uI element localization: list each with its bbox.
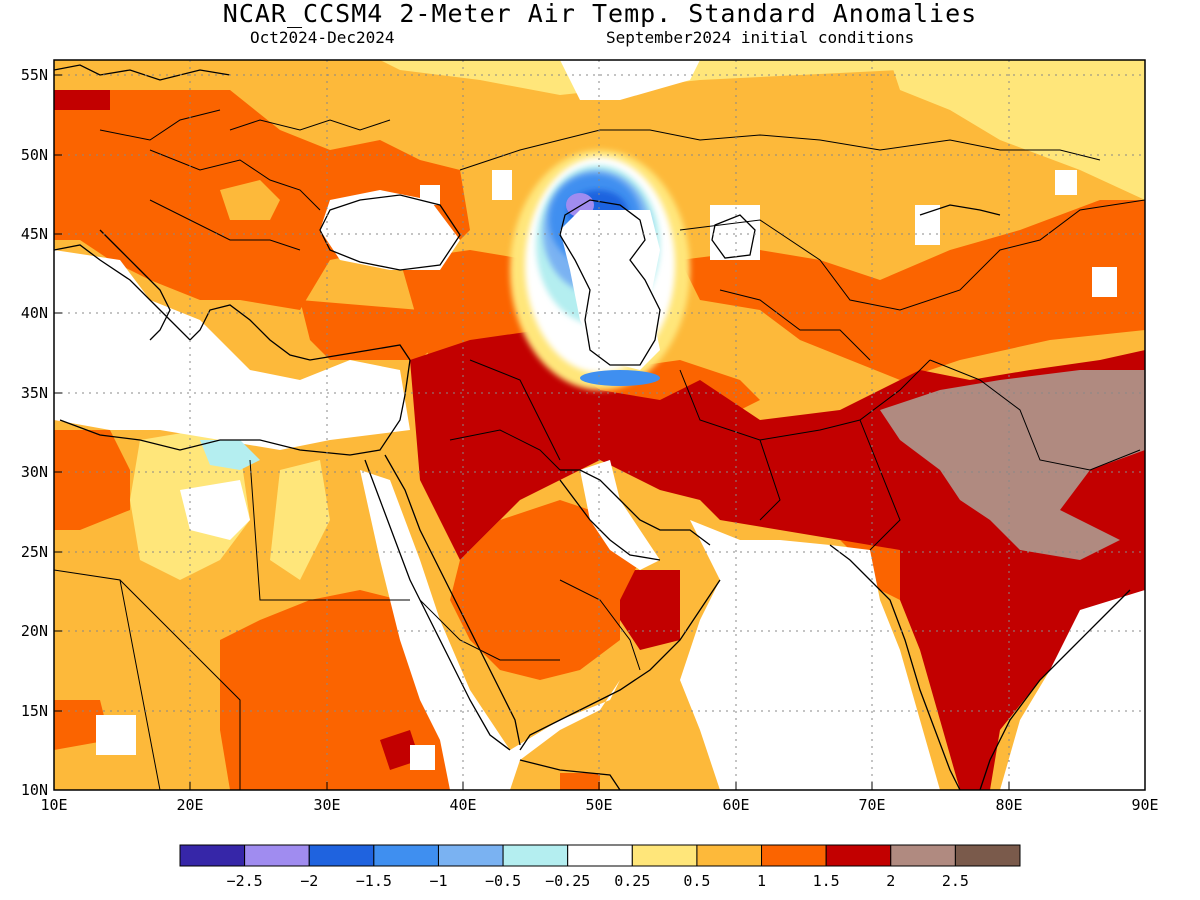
lat-label-15n: 15N: [21, 702, 48, 720]
forecast-period: Oct2024-Dec2024: [250, 28, 395, 47]
longitude-labels: 10E 20E 30E 40E 50E 60E 70E 80E 90E: [40, 796, 1158, 814]
colorbar-label: −1: [429, 872, 447, 890]
colorbar: [179, 844, 1021, 867]
colorbar-swatch: [244, 844, 310, 867]
anomaly-field: [54, 60, 1145, 790]
colorbar-swatch: [308, 844, 375, 867]
colorbar-swatch: [761, 844, 827, 867]
colorbar-swatch: [890, 844, 956, 867]
lon-label-30e: 30E: [313, 796, 340, 814]
colorbar-label: −1.5: [356, 872, 392, 890]
lon-label-60e: 60E: [722, 796, 749, 814]
lat-label-20n: 20N: [21, 622, 48, 640]
colorbar-swatch: [631, 844, 698, 867]
colorbar-label: 2: [886, 872, 895, 890]
colorbar-labels: −2.5 −2 −1.5 −1 −0.5 −0.25 0.25 0.5 1 1.5 2 2.5: [227, 872, 969, 890]
lon-label-50e: 50E: [585, 796, 612, 814]
grid-lines: [54, 60, 1145, 790]
colorbar-label: 1.5: [813, 872, 840, 890]
lon-label-40e: 40E: [449, 796, 476, 814]
colorbar-label: −0.5: [485, 872, 521, 890]
coastlines: [54, 64, 1131, 790]
lat-label-30n: 30N: [21, 463, 48, 481]
initial-conditions: September2024 initial conditions: [606, 28, 915, 47]
colorbar-swatch: [696, 844, 763, 867]
lat-label-50n: 50N: [21, 146, 48, 164]
colorbar-swatch: [825, 844, 892, 867]
colorbar-label: −2: [300, 872, 318, 890]
colorbar-swatch: [954, 844, 1021, 867]
lat-label-10n: 10N: [21, 781, 48, 799]
lat-label-35n: 35N: [21, 384, 48, 402]
axis-ticks: [54, 74, 1010, 790]
lat-label-45n: 45N: [21, 225, 48, 243]
colorbar-swatch: [437, 844, 504, 867]
colorbar-label: −2.5: [227, 872, 263, 890]
colorbar-label: 2.5: [942, 872, 969, 890]
lon-label-80e: 80E: [995, 796, 1022, 814]
colorbar-swatch: [567, 844, 633, 867]
lon-label-70e: 70E: [858, 796, 885, 814]
colorbar-label: 0.5: [683, 872, 710, 890]
lat-label-25n: 25N: [21, 543, 48, 561]
latitude-labels: 55N 50N 45N 40N 35N 30N 25N 20N 15N 10N: [21, 66, 48, 799]
lat-label-55n: 55N: [21, 66, 48, 84]
lat-label-40n: 40N: [21, 304, 48, 322]
lon-label-90e: 90E: [1131, 796, 1158, 814]
map-title: NCAR_CCSM4 2-Meter Air Temp. Standard An…: [222, 0, 978, 28]
lon-label-20e: 20E: [176, 796, 203, 814]
colorbar-label: 1: [757, 872, 766, 890]
colorbar-label: 0.25: [614, 872, 650, 890]
country-borders: [54, 109, 1145, 790]
colorbar-swatch: [179, 844, 246, 867]
colorbar-swatch: [502, 844, 569, 867]
colorbar-label: −0.25: [545, 872, 590, 890]
colorbar-swatch: [373, 844, 439, 867]
lon-label-10e: 10E: [40, 796, 67, 814]
